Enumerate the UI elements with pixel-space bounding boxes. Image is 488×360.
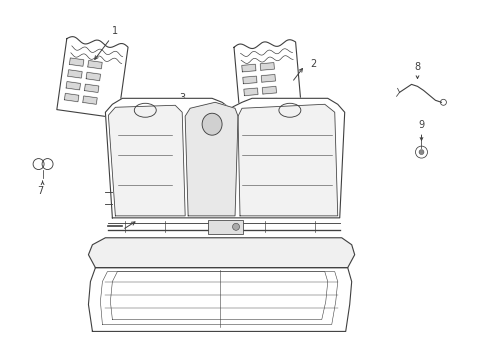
Polygon shape [105, 98, 344, 218]
Text: 7: 7 [38, 186, 43, 196]
Polygon shape [241, 64, 255, 72]
Circle shape [418, 150, 423, 154]
Polygon shape [243, 76, 256, 84]
Polygon shape [69, 58, 83, 66]
Polygon shape [86, 72, 101, 81]
Polygon shape [88, 268, 351, 332]
Text: 2: 2 [309, 59, 315, 69]
Polygon shape [57, 37, 128, 118]
Bar [208, 220, 243, 234]
Polygon shape [263, 98, 277, 106]
Polygon shape [64, 93, 79, 102]
Polygon shape [262, 86, 276, 94]
Polygon shape [68, 70, 82, 78]
Polygon shape [244, 88, 258, 96]
Polygon shape [260, 63, 274, 70]
Polygon shape [238, 104, 337, 216]
Polygon shape [84, 84, 99, 93]
Text: 10: 10 [245, 307, 258, 318]
Polygon shape [185, 102, 238, 216]
Text: 6: 6 [295, 195, 301, 205]
Circle shape [232, 223, 239, 230]
Polygon shape [88, 238, 354, 268]
Polygon shape [244, 100, 259, 108]
Text: 8: 8 [414, 62, 420, 72]
Polygon shape [108, 105, 185, 216]
Text: 9: 9 [418, 120, 424, 130]
Text: 4: 4 [324, 145, 330, 155]
Polygon shape [234, 40, 301, 119]
Polygon shape [66, 82, 81, 90]
Text: 12: 12 [287, 261, 300, 271]
Polygon shape [88, 60, 102, 69]
Text: 1: 1 [112, 26, 118, 36]
Polygon shape [261, 75, 275, 82]
Text: 11: 11 [123, 208, 135, 218]
Text: 5: 5 [119, 152, 125, 162]
Ellipse shape [202, 113, 222, 135]
Polygon shape [82, 96, 97, 104]
Text: 3: 3 [179, 93, 185, 103]
